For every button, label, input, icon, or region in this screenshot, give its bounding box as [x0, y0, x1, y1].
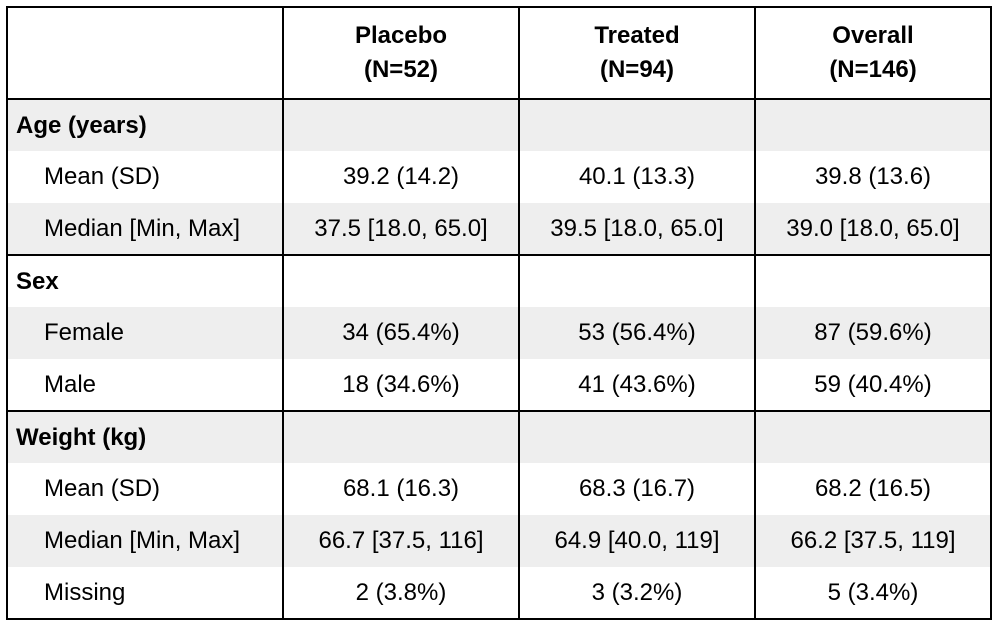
table-row: Female 34 (65.4%) 53 (56.4%) 87 (59.6%) — [7, 307, 991, 359]
table-row: Male 18 (34.6%) 41 (43.6%) 59 (40.4%) — [7, 359, 991, 411]
cell-overall: 66.2 [37.5, 119] — [755, 515, 991, 567]
cell-treated: 53 (56.4%) — [519, 307, 756, 359]
empty-cell — [283, 254, 520, 307]
cell-placebo: 18 (34.6%) — [283, 359, 520, 411]
empty-cell — [519, 254, 756, 307]
cell-placebo: 34 (65.4%) — [283, 307, 520, 359]
cell-placebo: 39.2 (14.2) — [283, 151, 520, 203]
section-label: Sex — [7, 254, 284, 307]
summary-table: Placebo (N=52) Treated (N=94) Overall (N… — [6, 6, 992, 620]
section-age: Age (years) Mean (SD) 39.2 (14.2) 40.1 (… — [7, 99, 991, 255]
cell-treated: 41 (43.6%) — [519, 359, 756, 411]
empty-cell — [755, 410, 991, 463]
cell-placebo: 66.7 [37.5, 116] — [283, 515, 520, 567]
section-sex: Sex Female 34 (65.4%) 53 (56.4%) 87 (59.… — [7, 254, 991, 411]
table-row: Mean (SD) 68.1 (16.3) 68.3 (16.7) 68.2 (… — [7, 463, 991, 515]
column-count: (N=94) — [599, 56, 675, 83]
cell-treated: 40.1 (13.3) — [519, 151, 756, 203]
row-label: Median [Min, Max] — [7, 515, 284, 567]
section-header-row: Sex — [7, 254, 991, 307]
empty-cell — [519, 410, 756, 463]
table-header: Placebo (N=52) Treated (N=94) Overall (N… — [7, 7, 991, 100]
column-count: (N=52) — [363, 56, 439, 83]
empty-cell — [755, 99, 991, 151]
table-row: Missing 2 (3.8%) 3 (3.2%) 5 (3.4%) — [7, 567, 991, 619]
cell-overall: 39.0 [18.0, 65.0] — [755, 203, 991, 255]
header-corner-cell — [7, 7, 284, 100]
column-header-placebo: Placebo (N=52) — [283, 7, 520, 100]
cell-overall: 59 (40.4%) — [814, 370, 932, 398]
row-label: Missing — [7, 567, 284, 619]
cell-placebo: 37.5 [18.0, 65.0] — [283, 203, 520, 255]
empty-cell — [755, 254, 991, 307]
column-name: Treated — [594, 21, 680, 49]
cell-treated: 39.5 [18.0, 65.0] — [519, 203, 756, 255]
column-name: Overall — [832, 21, 914, 49]
section-label: Age (years) — [7, 99, 284, 151]
column-count: (N=146) — [829, 56, 917, 83]
cell-treated: 3 (3.2%) — [519, 567, 756, 619]
table-row: Median [Min, Max] 66.7 [37.5, 116] 64.9 … — [7, 515, 991, 567]
section-label: Weight (kg) — [7, 410, 284, 463]
column-header-overall: Overall (N=146) — [755, 7, 991, 100]
row-label: Male — [7, 359, 284, 411]
cell-overall: 5 (3.4%) — [827, 578, 919, 606]
cell-placebo: 2 (3.8%) — [283, 567, 520, 619]
column-header-treated: Treated (N=94) — [519, 7, 756, 100]
cell-treated: 68.3 (16.7) — [519, 463, 756, 515]
row-label: Mean (SD) — [7, 463, 284, 515]
section-header-row: Age (years) — [7, 99, 991, 151]
row-label: Female — [7, 307, 284, 359]
table-row: Mean (SD) 39.2 (14.2) 40.1 (13.3) 39.8 (… — [7, 151, 991, 203]
row-label: Mean (SD) — [7, 151, 284, 203]
section-weight: Weight (kg) Mean (SD) 68.1 (16.3) 68.3 (… — [7, 410, 991, 619]
section-header-row: Weight (kg) — [7, 410, 991, 463]
table-row: Median [Min, Max] 37.5 [18.0, 65.0] 39.5… — [7, 203, 991, 255]
row-label: Median [Min, Max] — [7, 203, 284, 255]
empty-cell — [283, 99, 520, 151]
column-name: Placebo — [354, 21, 448, 49]
empty-cell — [283, 410, 520, 463]
cell-placebo: 68.1 (16.3) — [283, 463, 520, 515]
cell-overall: 87 (59.6%) — [755, 307, 991, 359]
cell-overall: 39.8 (13.6) — [814, 163, 932, 190]
cell-treated: 64.9 [40.0, 119] — [519, 515, 756, 567]
empty-cell — [519, 99, 756, 151]
cell-overall: 68.2 (16.5) — [814, 475, 932, 502]
header-row: Placebo (N=52) Treated (N=94) Overall (N… — [7, 7, 991, 100]
